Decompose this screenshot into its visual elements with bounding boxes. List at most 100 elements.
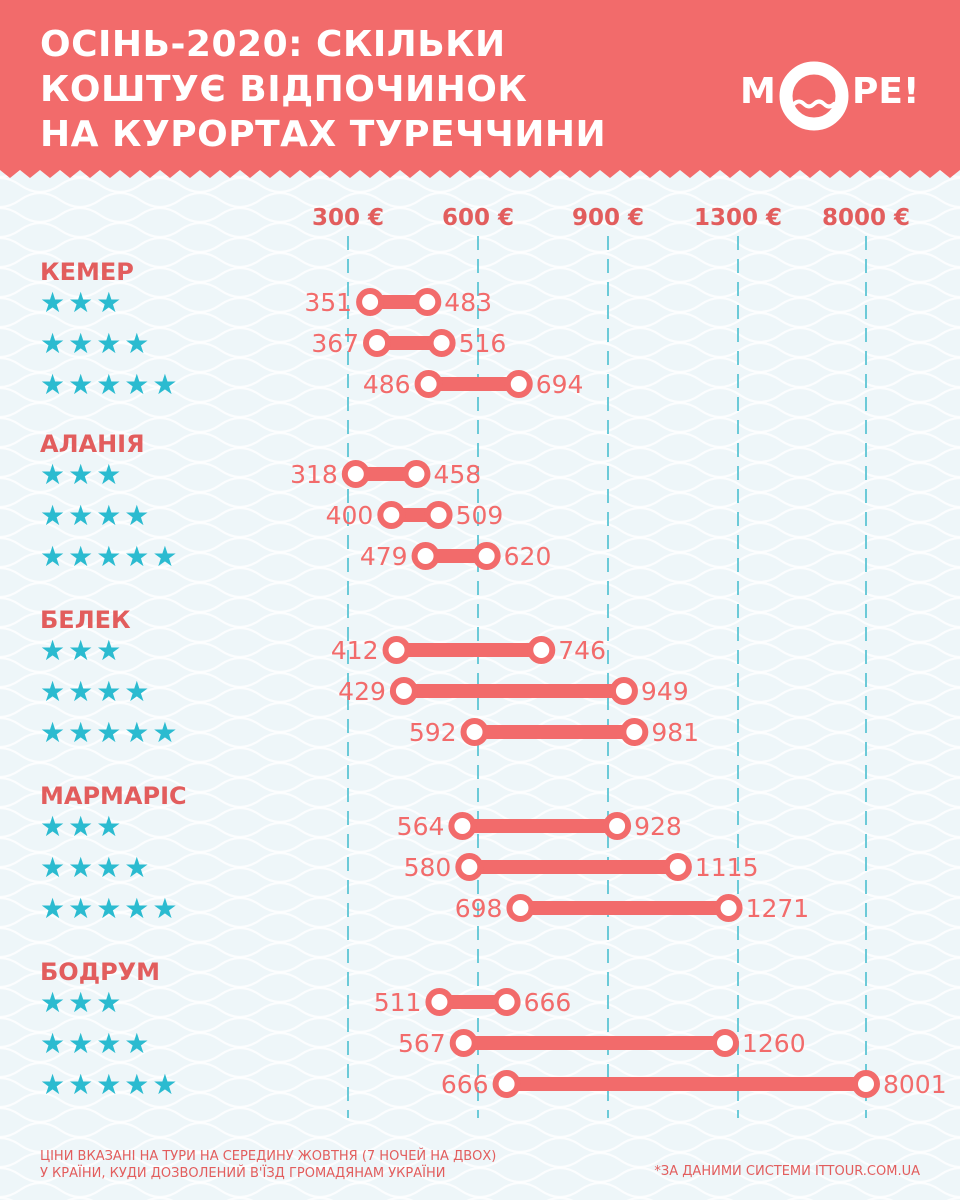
star-rating-4: ★★★★ [40, 675, 152, 708]
logo-letters-re: РЕ! [852, 71, 920, 112]
resort-name: КЕМЕР [40, 258, 134, 286]
min-price-marker [356, 288, 385, 316]
max-price-label: 666 [524, 988, 572, 1017]
max-price-marker [492, 988, 521, 1016]
footnote-line-1: Ціни вказані на тури на середину жовтня … [40, 1149, 497, 1164]
star-rating-3: ★★★ [40, 458, 124, 491]
max-price-marker [402, 460, 431, 488]
max-price-label: 1271 [746, 894, 810, 923]
max-price-label: 694 [536, 370, 584, 399]
more-logo: М РЕ! [740, 60, 930, 132]
min-price-marker [341, 460, 370, 488]
max-price-marker [711, 1029, 739, 1057]
max-price-label: 949 [641, 677, 689, 706]
axis-tick-label: 300 € [312, 205, 384, 231]
max-price-marker [852, 1070, 880, 1098]
min-price-marker [455, 853, 484, 881]
max-price-marker [620, 718, 649, 746]
price-range-chart: 300 €600 €900 €1300 €8000 €КЕМЕР★★★ 351 48… [40, 205, 947, 1118]
min-price-marker [460, 718, 489, 746]
min-price-label: 412 [331, 636, 379, 665]
max-price-label: 483 [444, 288, 492, 317]
min-price-marker [506, 894, 535, 922]
star-rating-5: ★★★★★ [40, 716, 181, 749]
star-rating-3: ★★★ [40, 810, 124, 843]
max-price-marker [413, 288, 442, 316]
min-price-label: 698 [455, 894, 503, 923]
min-price-label: 567 [398, 1029, 446, 1058]
star-rating-4: ★★★★ [40, 499, 152, 532]
min-price-marker [389, 677, 418, 705]
resort-name: МАРМАРІС [40, 782, 187, 810]
min-price-label: 318 [290, 460, 338, 489]
max-price-marker [472, 542, 501, 570]
min-price-marker [492, 1070, 521, 1098]
max-price-marker [527, 636, 556, 664]
resort-name: АЛАНІЯ [40, 430, 145, 458]
min-price-marker [363, 329, 392, 357]
footnote-line-2: у країни, куди дозволений в'їзд громадян… [40, 1166, 446, 1181]
max-price-label: 509 [456, 501, 504, 530]
footnote: Ціни вказані на тури на середину жовтня … [40, 1148, 496, 1182]
min-price-label: 479 [360, 542, 408, 571]
star-rating-5: ★★★★★ [40, 540, 181, 573]
max-price-marker [714, 894, 743, 922]
min-price-marker [414, 370, 443, 398]
star-rating-5: ★★★★★ [40, 892, 181, 925]
axis-tick-label: 8000 € [822, 205, 910, 231]
min-price-label: 564 [397, 812, 445, 841]
max-price-marker [663, 853, 692, 881]
star-rating-4: ★★★★ [40, 1027, 152, 1060]
min-price-marker [449, 1029, 478, 1057]
min-price-marker [382, 636, 411, 664]
max-price-label: 746 [558, 636, 606, 665]
title-line-1: ОСІНЬ-2020: СКІЛЬКИ [40, 24, 506, 65]
header-banner: ОСІНЬ-2020: СКІЛЬКИ КОШТУЄ ВІДПОЧИНОК НА… [0, 0, 960, 178]
page-title: ОСІНЬ-2020: СКІЛЬКИ КОШТУЄ ВІДПОЧИНОК НА… [40, 22, 680, 157]
star-rating-4: ★★★★ [40, 327, 152, 360]
min-price-label: 367 [311, 329, 359, 358]
min-price-label: 666 [441, 1070, 489, 1099]
max-price-marker [603, 812, 632, 840]
source-note: *за даними системи ittour.com.ua [654, 1164, 920, 1179]
title-line-3: НА КУРОРТАХ ТУРЕЧЧИНИ [40, 114, 607, 155]
star-rating-4: ★★★★ [40, 851, 152, 884]
max-price-label: 1115 [695, 853, 759, 882]
max-price-label: 981 [651, 718, 699, 747]
star-rating-5: ★★★★★ [40, 368, 181, 401]
min-price-label: 351 [304, 288, 352, 317]
star-rating-3: ★★★ [40, 286, 124, 319]
axis-tick-label: 600 € [442, 205, 514, 231]
min-price-marker [377, 501, 406, 529]
max-price-marker [609, 677, 638, 705]
min-price-label: 486 [363, 370, 411, 399]
min-price-label: 400 [326, 501, 374, 530]
min-price-marker [425, 988, 454, 1016]
min-price-label: 511 [374, 988, 422, 1017]
max-price-label: 516 [459, 329, 507, 358]
max-price-marker [424, 501, 453, 529]
max-price-label: 458 [433, 460, 481, 489]
axis-tick-label: 1300 € [694, 205, 782, 231]
resort-name: БЕЛЕК [40, 606, 131, 634]
axis-tick-label: 900 € [572, 205, 644, 231]
star-rating-3: ★★★ [40, 986, 124, 1019]
max-price-label: 620 [504, 542, 552, 571]
min-price-label: 580 [404, 853, 452, 882]
max-price-label: 8001 [883, 1070, 947, 1099]
min-price-label: 592 [409, 718, 457, 747]
max-price-label: 928 [634, 812, 682, 841]
header-zigzag-band [0, 0, 960, 178]
resort-name: БОДРУМ [40, 958, 160, 986]
max-price-marker [504, 370, 533, 398]
title-line-2: КОШТУЄ ВІДПОЧИНОК [40, 69, 528, 110]
max-price-label: 1260 [742, 1029, 806, 1058]
star-rating-5: ★★★★★ [40, 1068, 181, 1101]
min-price-marker [448, 812, 477, 840]
star-rating-3: ★★★ [40, 634, 124, 667]
min-price-marker [411, 542, 440, 570]
lifebuoy-icon [779, 61, 849, 131]
max-price-marker [427, 329, 456, 357]
min-price-label: 429 [338, 677, 386, 706]
